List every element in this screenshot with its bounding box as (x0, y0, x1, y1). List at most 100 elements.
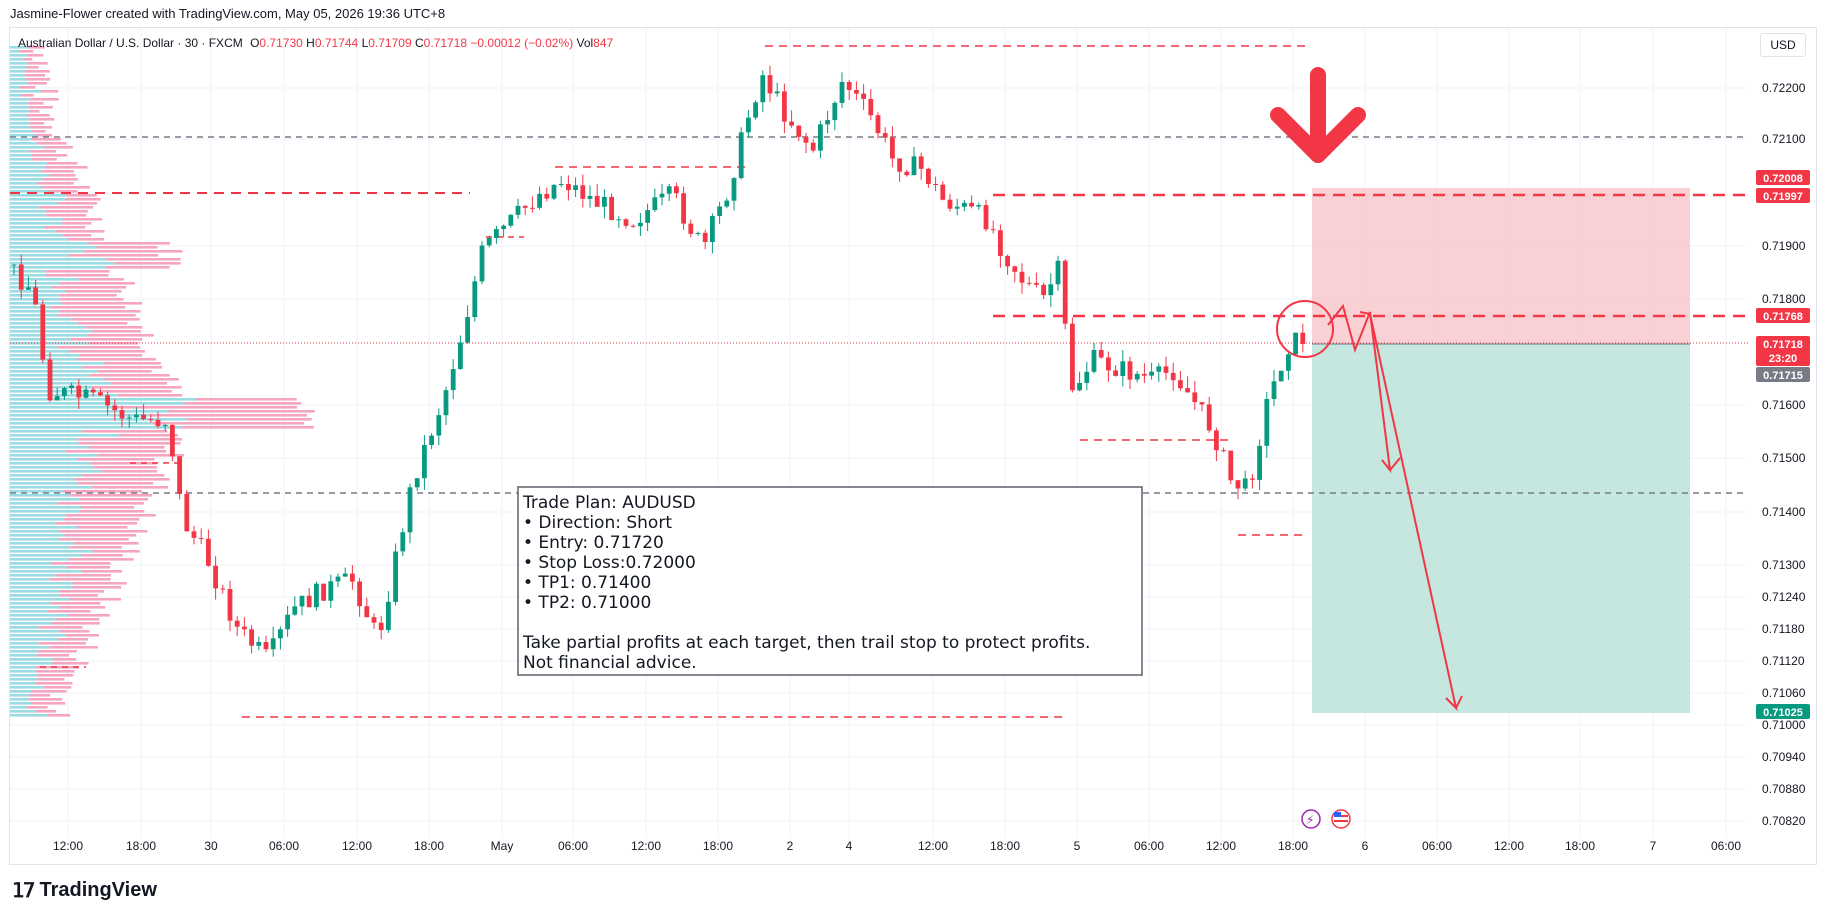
price-tick-label: 0.71240 (1762, 590, 1806, 604)
candle-body (501, 225, 506, 230)
tradingview-logo[interactable]: 𝟣𝟩 TradingView (12, 878, 157, 903)
volume-bar-sell (51, 622, 100, 625)
volume-bar-sell (97, 454, 184, 457)
volume-bar-buy (10, 338, 71, 341)
candle-body (947, 199, 953, 209)
candle-body (227, 589, 233, 621)
volume-bar-sell (47, 610, 91, 613)
volume-bar-buy (10, 530, 60, 533)
volume-bar-sell (26, 66, 39, 69)
volume-profile (10, 46, 315, 717)
time-tick-label: 7 (1650, 839, 1657, 853)
candle-body (112, 405, 118, 411)
volume-bar-buy (10, 418, 187, 421)
volume-bar-sell (58, 314, 136, 317)
volume-bar-sell (59, 630, 90, 633)
volume-bar-sell (105, 266, 170, 269)
volume-bar-sell (28, 698, 63, 701)
price-tag (1756, 704, 1810, 719)
volume-bar-sell (59, 282, 135, 285)
volume-bar-sell (46, 714, 71, 717)
candle-body (1070, 323, 1075, 391)
candle-body (1170, 372, 1176, 381)
time-tick-label: May (491, 839, 514, 853)
candle-body (98, 392, 103, 396)
volume-bar-buy (10, 118, 30, 121)
volume-bar-buy (10, 222, 62, 225)
vol-label: Vol (576, 36, 594, 50)
volume-bar-buy (10, 642, 39, 645)
time-tick-label: 06:00 (269, 839, 299, 853)
candle-body (148, 419, 154, 421)
volume-bar-buy (10, 114, 27, 117)
volume-bar-sell (50, 306, 126, 309)
volume-bar-sell (29, 694, 51, 697)
volume-bar-sell (88, 342, 139, 345)
candle-body (1062, 260, 1068, 324)
candle-body (1214, 430, 1219, 451)
volume-bar-buy (10, 350, 70, 353)
candle-body (544, 193, 550, 199)
candle-body (767, 75, 773, 94)
price-tick-label: 0.71180 (1762, 622, 1805, 636)
candle-body (256, 642, 262, 646)
volume-bar-sell (94, 466, 157, 469)
symbol-legend: Australian Dollar / U.S. Dollar · 30 · F… (18, 36, 613, 50)
volume-bar-buy (10, 638, 58, 641)
volume-bar-sell (31, 154, 68, 157)
volume-bar-sell (182, 426, 314, 429)
candle-body (1106, 357, 1111, 371)
candle-body (1221, 450, 1226, 452)
price-tags: 0.72008 0.71997 0.71768 0.71718 23:20 0.71715… (1756, 170, 1810, 719)
volume-bar-buy (10, 134, 36, 137)
change-value: −0.00012 (−0.02%) (470, 36, 574, 50)
volume-bar-sell (82, 430, 168, 433)
volume-bar-sell (19, 86, 36, 89)
candle-body (119, 410, 125, 419)
time-tick-label: 6 (1362, 839, 1369, 853)
volume-bar-sell (39, 206, 94, 209)
volume-bar-sell (77, 458, 155, 461)
candle-body (335, 576, 341, 582)
volume-bar-sell (77, 358, 156, 361)
candle-body (558, 184, 564, 185)
volume-bar-buy (10, 266, 106, 269)
candle-body (270, 638, 276, 650)
volume-bar-sell (62, 218, 103, 221)
time-tick-label: 12:00 (918, 839, 948, 853)
candle-body (321, 583, 326, 601)
volume-bar-sell (36, 142, 67, 145)
volume-bar-sell (59, 538, 129, 541)
volume-bar-buy (10, 154, 32, 157)
volume-bar-sell (32, 158, 57, 161)
volume-bar-sell (38, 642, 87, 645)
candle-body (962, 202, 967, 207)
volume-bar-buy (10, 210, 46, 213)
price-tick-label: 0.71800 (1762, 292, 1806, 306)
candle-body (522, 205, 528, 208)
volume-bar-sell (81, 506, 135, 509)
time-tick-label: 12:00 (1206, 839, 1236, 853)
volume-bar-sell (69, 598, 121, 601)
price-tag (1756, 308, 1810, 323)
price-tag-value: 0.71718 (1763, 339, 1803, 351)
time-tick-label: 18:00 (703, 839, 733, 853)
volume-bar-buy (10, 218, 63, 221)
volume-bar-buy (10, 138, 32, 141)
candle-body (11, 264, 17, 266)
volume-bar-buy (10, 310, 60, 313)
volume-bar-sell (35, 682, 73, 685)
volume-bar-buy (10, 262, 115, 265)
volume-bar-sell (43, 686, 72, 689)
volume-bar-buy (10, 654, 37, 657)
price-tag (1756, 188, 1810, 203)
candle-body (1142, 373, 1147, 376)
currency-selector[interactable]: USD (1760, 33, 1806, 57)
volume-bar-buy (10, 666, 36, 669)
candle-body (263, 642, 269, 650)
volume-bar-sell (27, 102, 44, 105)
volume-bar-buy (10, 102, 28, 105)
time-tick-label: 06:00 (1711, 839, 1741, 853)
volume-bar-buy (10, 282, 60, 285)
